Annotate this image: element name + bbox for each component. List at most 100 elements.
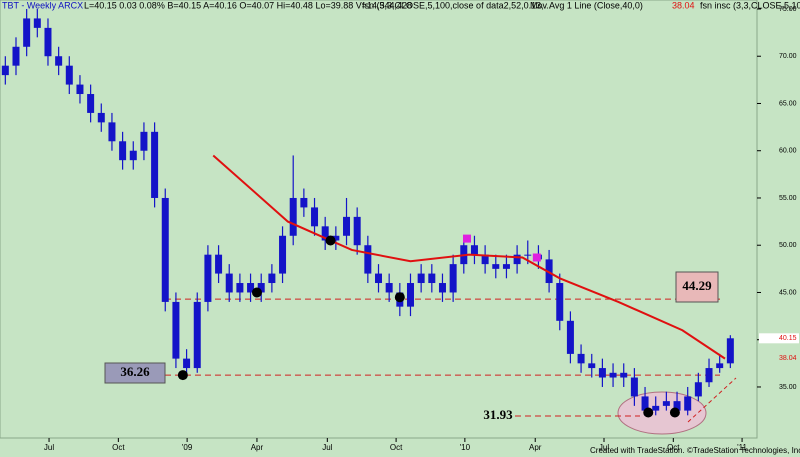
candle-body <box>236 283 244 293</box>
price-marker-box <box>759 353 799 364</box>
footer: Created with TradeStation. ©TradeStation… <box>590 446 800 455</box>
candle-body <box>662 401 670 406</box>
pivot-low <box>177 370 188 381</box>
level-box <box>104 362 166 384</box>
candle-body <box>44 27 52 57</box>
candle-body <box>332 235 340 241</box>
candle-body <box>481 254 489 265</box>
candle-body <box>502 264 510 269</box>
header-study-value: 38.04 <box>672 0 695 10</box>
price-marker-box <box>759 333 799 344</box>
candle-body <box>12 46 20 66</box>
candle-body <box>694 382 702 397</box>
candle-body <box>151 131 159 198</box>
pivot-low <box>669 407 680 418</box>
candle-body <box>726 338 734 364</box>
candle-body <box>321 226 329 241</box>
candle-body <box>353 216 361 246</box>
candle-body <box>33 18 41 28</box>
pivot-low <box>325 235 336 246</box>
level-label: 31.93 <box>483 407 513 422</box>
candle-body <box>76 84 84 95</box>
candle-body <box>268 273 276 284</box>
candle-body <box>215 254 223 274</box>
price-marker-label: 40.15 <box>779 335 797 342</box>
level-label: 36.26 <box>120 364 150 379</box>
x-tick-label: '10 <box>460 443 471 452</box>
candle-body <box>652 405 660 411</box>
x-tick-label: Oct <box>667 443 680 452</box>
level-label: 44.29 <box>682 278 712 293</box>
candle-body <box>566 320 574 354</box>
y-tick-label: 75.00 <box>779 6 797 13</box>
candle-body <box>577 353 585 364</box>
candle-body <box>673 401 681 411</box>
candle-body <box>161 197 169 302</box>
y-tick-label: 65.00 <box>779 100 797 107</box>
header-symbol: TBT - Weekly ARCX <box>2 0 83 10</box>
candle-body <box>193 301 201 369</box>
header-study: fsn insc (3,3,CLOSE,5,100,clo <box>700 0 800 10</box>
candle-body <box>428 273 436 284</box>
x-tick-label: Jul <box>322 443 332 452</box>
candle-body <box>705 368 713 383</box>
x-tick-label: Jul <box>44 443 54 452</box>
y-tick-label: 50.00 <box>779 242 797 249</box>
candle-body <box>684 396 692 411</box>
x-tick-label: Apr <box>529 443 542 452</box>
candle-body <box>311 207 319 227</box>
header-quote: L=40.15 0.03 0.08% B=40.15 A=40.16 O=40.… <box>84 0 412 10</box>
candle-body <box>641 396 649 411</box>
x-tick-label: Oct <box>390 443 403 452</box>
pivot-low <box>251 287 262 298</box>
trend-line <box>687 377 737 423</box>
level-box <box>675 271 719 303</box>
candle-body <box>289 197 297 236</box>
candle-body <box>417 273 425 284</box>
candle-body <box>588 363 596 369</box>
signal-marker <box>532 253 541 262</box>
x-tick-label: Jul <box>599 443 609 452</box>
candle-body <box>108 122 116 142</box>
candle-body <box>300 197 308 208</box>
candle-body <box>97 112 105 123</box>
candle-body <box>716 363 724 369</box>
candle-body <box>140 131 148 151</box>
candle-body <box>609 372 617 378</box>
candle-body <box>513 254 521 265</box>
candle-body <box>364 245 372 274</box>
header-study: Mov Avg 1 Line (Close,40,0) <box>530 0 643 10</box>
y-tick-label: 35.00 <box>779 384 797 391</box>
signal-marker <box>462 234 471 243</box>
candle-body <box>279 235 287 274</box>
candle-body <box>204 254 212 302</box>
candle-body <box>375 273 382 284</box>
x-tick-label: '11 <box>737 443 747 452</box>
candle-body <box>172 301 180 359</box>
highlight-ellipse <box>617 391 707 435</box>
x-tick-label: Apr <box>251 443 264 452</box>
candle-body <box>1 65 9 76</box>
candle-body <box>247 283 255 293</box>
candle-body <box>470 245 478 255</box>
candle-body <box>55 56 63 66</box>
candle-body <box>630 377 638 397</box>
candle-body <box>598 368 606 378</box>
y-tick-label: 60.00 <box>779 148 797 155</box>
candle-body <box>620 372 628 378</box>
candle-body <box>406 283 414 307</box>
candle-body <box>343 216 351 236</box>
pivot-low <box>643 407 654 418</box>
price-marker-label: 38.04 <box>779 355 797 362</box>
candle-body <box>23 18 31 47</box>
candle-body <box>545 259 553 284</box>
candle-body <box>225 273 233 293</box>
candle-body <box>385 283 393 293</box>
candle-body <box>524 254 532 256</box>
candle-body <box>87 94 95 113</box>
candle-body <box>449 264 457 293</box>
y-tick-label: 70.00 <box>779 53 797 60</box>
x-tick-label: Oct <box>112 443 125 452</box>
